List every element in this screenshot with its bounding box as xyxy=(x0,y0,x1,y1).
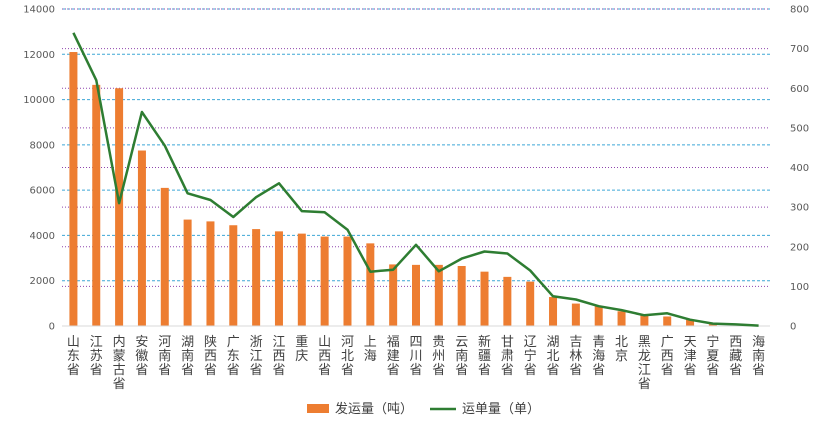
category-label: 广西省 xyxy=(661,335,674,378)
category-label: 浙江省 xyxy=(250,335,263,378)
category-label: 云南省 xyxy=(455,335,468,378)
bar xyxy=(366,243,375,326)
category-label: 广东省 xyxy=(227,335,240,378)
legend-line-label: 运单量（单） xyxy=(462,402,540,417)
bar xyxy=(92,84,101,326)
category-label: 江西省 xyxy=(272,335,285,378)
category-label: 河南省 xyxy=(158,335,171,378)
bar xyxy=(549,297,558,326)
bar xyxy=(183,219,192,326)
left-tick-label: 12000 xyxy=(23,50,55,61)
left-tick-label: 8000 xyxy=(30,140,55,151)
right-tick-label: 0 xyxy=(790,322,796,333)
right-tick-label: 700 xyxy=(790,44,809,55)
bar xyxy=(526,281,535,326)
bar xyxy=(708,324,717,326)
category-label: 湖南省 xyxy=(181,335,194,378)
category-label: 海南省 xyxy=(752,335,765,378)
category-label: 湖北省 xyxy=(546,335,559,378)
category-label: 江苏省 xyxy=(90,335,103,378)
right-tick-label: 200 xyxy=(790,242,809,253)
bar xyxy=(457,265,466,326)
category-label: 北京 xyxy=(615,335,628,364)
category-label: 天津省 xyxy=(684,335,697,378)
bar xyxy=(663,316,672,326)
bar xyxy=(503,276,512,326)
bar xyxy=(571,303,580,326)
bar-series xyxy=(69,52,763,327)
legend: 发运量（吨） 运单量（单） xyxy=(307,401,540,417)
bar xyxy=(389,264,398,326)
bar xyxy=(115,88,124,326)
bar xyxy=(252,229,261,326)
left-tick-label: 6000 xyxy=(30,186,55,197)
bar xyxy=(274,231,283,326)
right-tick-label: 800 xyxy=(790,5,809,16)
left-tick-label: 14000 xyxy=(23,5,55,16)
bar xyxy=(160,187,169,326)
legend-bar-swatch xyxy=(307,404,329,413)
bar xyxy=(297,233,306,326)
bar xyxy=(343,236,352,326)
category-label: 宁夏省 xyxy=(706,334,719,378)
category-label: 山西省 xyxy=(318,335,331,378)
bar xyxy=(320,236,329,326)
category-label: 福建省 xyxy=(387,335,400,378)
right-tick-label: 100 xyxy=(790,282,809,293)
bar xyxy=(412,264,420,326)
right-tick-label: 500 xyxy=(790,123,809,134)
bar xyxy=(137,150,146,326)
bar xyxy=(686,319,695,326)
left-tick-label: 0 xyxy=(49,322,55,333)
category-label: 内蒙古省 xyxy=(113,334,126,392)
category-label: 青海省 xyxy=(592,335,605,378)
category-label: 山东省 xyxy=(67,335,80,378)
bar xyxy=(594,306,603,326)
category-labels: 山东省江苏省内蒙古省安徽省河南省湖南省陕西省广东省浙江省江西省重庆山西省河北省上… xyxy=(67,334,765,392)
left-axis-ticks: 0 2000 4000 6000 8000 10000 12000 14000 xyxy=(23,5,55,333)
bar xyxy=(229,225,238,326)
legend-bar-label: 发运量（吨） xyxy=(335,401,413,417)
left-tick-label: 2000 xyxy=(30,276,55,287)
category-label: 陕西省 xyxy=(204,335,217,378)
right-tick-label: 300 xyxy=(790,203,809,214)
category-label: 上海 xyxy=(364,335,377,364)
bar xyxy=(434,264,443,326)
category-label: 安徽省 xyxy=(135,335,148,378)
bar xyxy=(617,311,626,326)
category-label: 河北省 xyxy=(341,335,354,378)
left-tick-label: 10000 xyxy=(23,95,55,106)
right-axis-ticks: 0 100 200 300 400 500 600 700 800 xyxy=(790,5,809,333)
bar xyxy=(69,52,78,327)
bar xyxy=(640,315,649,326)
category-label: 吉林省 xyxy=(569,335,582,378)
right-tick-label: 400 xyxy=(790,163,809,174)
category-label: 重庆 xyxy=(295,334,308,364)
category-label: 甘肃省 xyxy=(501,335,514,378)
category-label: 黑龙江省 xyxy=(638,335,651,392)
line-series xyxy=(72,32,759,327)
bar xyxy=(480,271,489,326)
category-label: 四川省 xyxy=(409,335,422,378)
left-tick-label: 4000 xyxy=(30,231,55,242)
category-label: 西藏省 xyxy=(729,335,742,378)
category-label: 辽宁省 xyxy=(524,335,537,378)
bar xyxy=(206,221,215,326)
category-label: 新疆省 xyxy=(478,334,491,378)
right-tick-label: 600 xyxy=(790,84,809,95)
category-label: 贵州省 xyxy=(432,335,445,378)
